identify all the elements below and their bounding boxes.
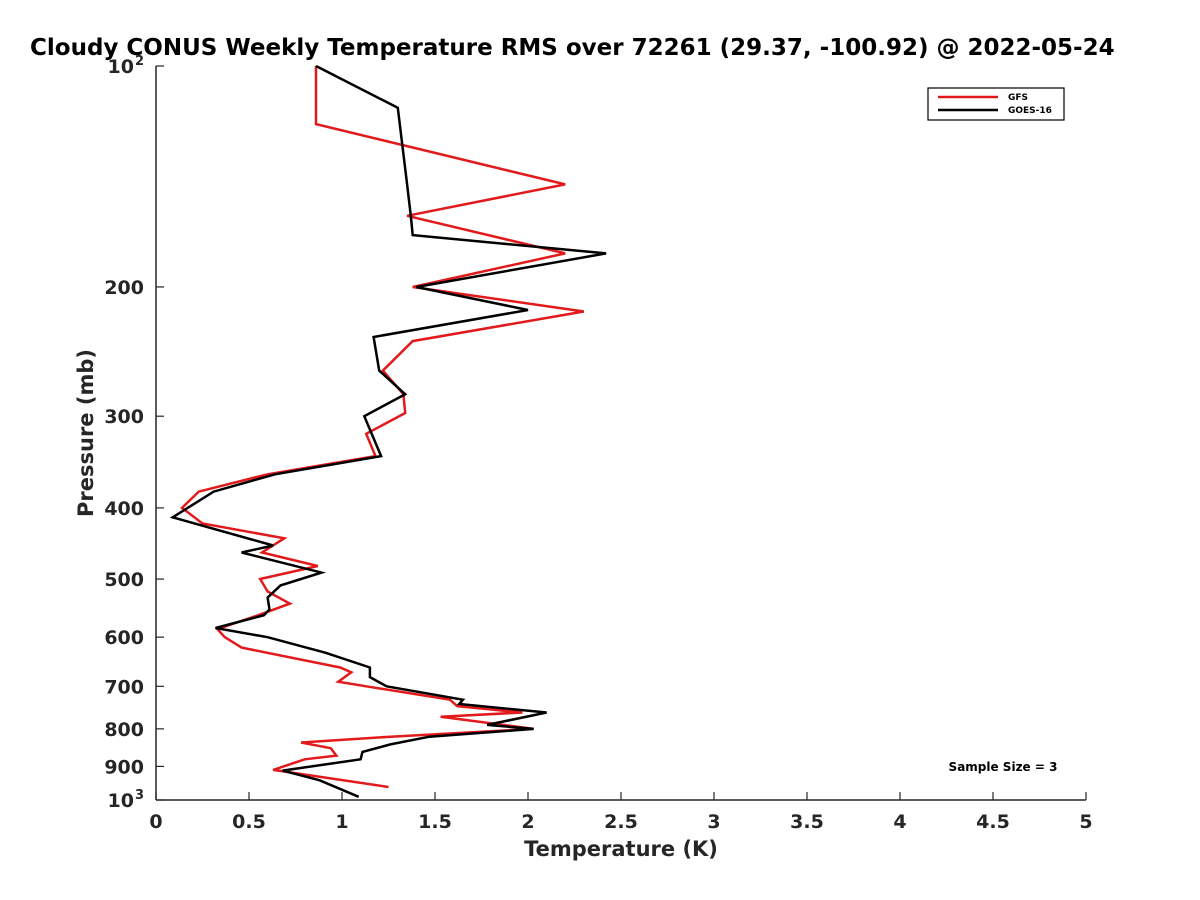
y-tick-label: 10 [108, 790, 134, 812]
x-tick-label: 2 [521, 811, 534, 833]
x-tick-label: 0 [149, 811, 162, 833]
series-layer [169, 64, 607, 798]
chart-title: Cloudy CONUS Weekly Temperature RMS over… [30, 35, 1115, 61]
y-tick-label: 900 [104, 756, 144, 778]
legend-box [927, 87, 1065, 121]
axes: 0 0.5 1 1.5 2 2.5 3 3.5 4 4.5 510 22003004005006007… [104, 54, 1092, 833]
x-tick-label: 0.5 [232, 811, 266, 833]
x-tick-label: 4 [893, 811, 906, 833]
y-tick-label: 400 [104, 498, 144, 520]
y-tick-exponent: 3 [135, 788, 144, 803]
legend: GFS GOES-16 [927, 87, 1065, 121]
y-tick-label: 500 [104, 569, 144, 591]
x-tick-label: 1.5 [418, 811, 452, 833]
legend-label: GFS [1008, 93, 1028, 103]
series-line-gfs [180, 66, 585, 789]
y-tick-label: 700 [104, 676, 144, 698]
series-line-goes-16 [169, 64, 607, 798]
sample-size-annotation: Sample Size = 3 [949, 760, 1058, 774]
x-tick-label: 5 [1079, 811, 1092, 833]
y-tick-exponent: 2 [135, 54, 144, 69]
y-tick-label: 10 [108, 56, 134, 78]
x-axis-title: Temperature (K) [524, 837, 718, 861]
x-tick-label: 1 [335, 811, 348, 833]
text-layer: Cloudy CONUS Weekly Temperature RMS over… [30, 35, 1115, 861]
y-tick-label: 200 [104, 277, 144, 299]
y-tick-label: 300 [104, 406, 144, 428]
legend-label: GOES-16 [1008, 106, 1052, 116]
y-axis-title: Pressure (mb) [74, 349, 98, 517]
x-tick-label: 3.5 [790, 811, 824, 833]
x-tick-label: 3 [707, 811, 720, 833]
y-tick-label: 600 [104, 627, 144, 649]
x-tick-label: 2.5 [604, 811, 638, 833]
x-tick-label: 4.5 [976, 811, 1010, 833]
y-tick-label: 800 [104, 719, 144, 741]
